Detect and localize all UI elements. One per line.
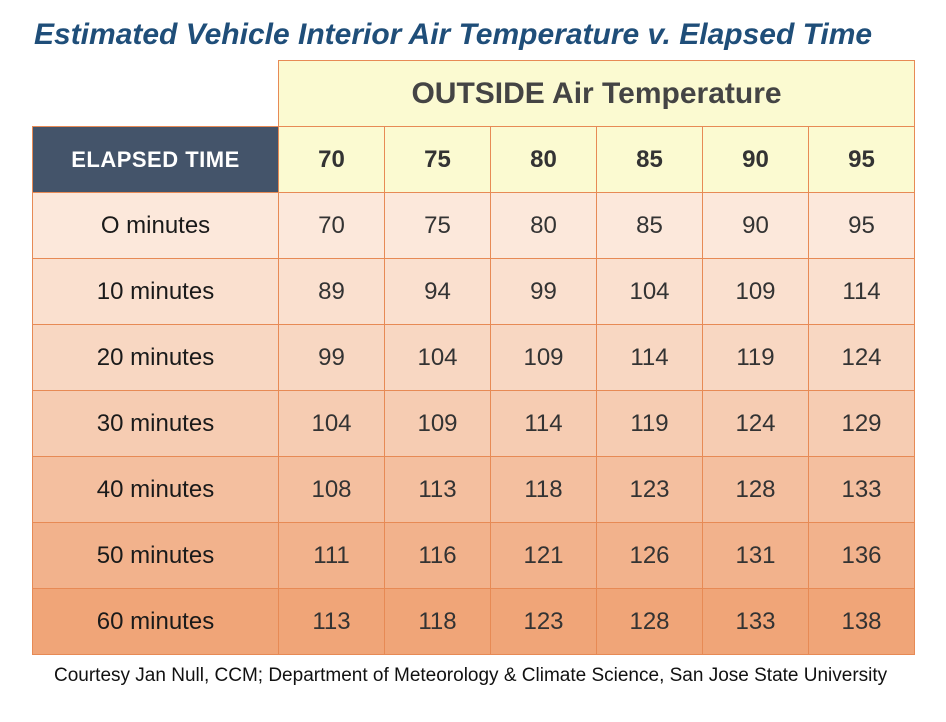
temperature-cell: 121	[491, 523, 597, 589]
temperature-cell: 136	[809, 523, 915, 589]
temperature-cell: 123	[597, 457, 703, 523]
temperature-cell: 114	[809, 259, 915, 325]
table-row: 40 minutes108113118123128133	[33, 457, 915, 523]
temperature-table: OUTSIDE Air Temperature ELAPSED TIME 707…	[32, 60, 915, 655]
temperature-cell: 128	[597, 589, 703, 655]
temperature-cell: 128	[703, 457, 809, 523]
temperature-cell: 99	[491, 259, 597, 325]
temperature-cell: 119	[703, 325, 809, 391]
table-row: 10 minutes899499104109114	[33, 259, 915, 325]
temperature-cell: 104	[385, 325, 491, 391]
temperature-cell: 94	[385, 259, 491, 325]
table-row: 60 minutes113118123128133138	[33, 589, 915, 655]
column-header-temp: 80	[491, 127, 597, 193]
column-header-temp: 85	[597, 127, 703, 193]
temperature-cell: 131	[703, 523, 809, 589]
temperature-cell: 124	[703, 391, 809, 457]
temperature-cell: 85	[597, 193, 703, 259]
temperature-cell: 114	[491, 391, 597, 457]
temperature-cell: 114	[597, 325, 703, 391]
row-label: 50 minutes	[33, 523, 279, 589]
temperature-cell: 95	[809, 193, 915, 259]
temperature-cell: 109	[491, 325, 597, 391]
temperature-cell: 126	[597, 523, 703, 589]
table-row: O minutes707580859095	[33, 193, 915, 259]
table-row: 50 minutes111116121126131136	[33, 523, 915, 589]
table-row: 30 minutes104109114119124129	[33, 391, 915, 457]
temperature-cell: 75	[385, 193, 491, 259]
temperature-cell: 108	[279, 457, 385, 523]
table-row: 20 minutes99104109114119124	[33, 325, 915, 391]
temperature-cell: 113	[279, 589, 385, 655]
temperature-cell: 111	[279, 523, 385, 589]
column-header-temp: 95	[809, 127, 915, 193]
row-label: 30 minutes	[33, 391, 279, 457]
temperature-cell: 99	[279, 325, 385, 391]
elapsed-time-header: ELAPSED TIME	[33, 127, 279, 193]
temperature-cell: 104	[279, 391, 385, 457]
temperature-cell: 138	[809, 589, 915, 655]
temperature-cell: 119	[597, 391, 703, 457]
attribution-footer: Courtesy Jan Null, CCM; Department of Me…	[54, 665, 914, 687]
temperature-cell: 113	[385, 457, 491, 523]
temperature-cell: 133	[703, 589, 809, 655]
column-header-temp: 70	[279, 127, 385, 193]
temperature-cell: 123	[491, 589, 597, 655]
row-label: 40 minutes	[33, 457, 279, 523]
blank-corner	[33, 61, 279, 127]
temperature-cell: 90	[703, 193, 809, 259]
temperature-cell: 70	[279, 193, 385, 259]
temperature-cell: 118	[491, 457, 597, 523]
temperature-cell: 89	[279, 259, 385, 325]
outside-air-header: OUTSIDE Air Temperature	[279, 61, 915, 127]
temperature-cell: 133	[809, 457, 915, 523]
temperature-cell: 129	[809, 391, 915, 457]
temperature-cell: 80	[491, 193, 597, 259]
row-label: 10 minutes	[33, 259, 279, 325]
temperature-cell: 109	[703, 259, 809, 325]
column-header-temp: 90	[703, 127, 809, 193]
temperature-cell: 116	[385, 523, 491, 589]
temperature-cell: 104	[597, 259, 703, 325]
row-label: 60 minutes	[33, 589, 279, 655]
row-label: O minutes	[33, 193, 279, 259]
row-label: 20 minutes	[33, 325, 279, 391]
temperature-cell: 118	[385, 589, 491, 655]
temperature-cell: 109	[385, 391, 491, 457]
column-header-temp: 75	[385, 127, 491, 193]
page-title: Estimated Vehicle Interior Air Temperatu…	[34, 18, 914, 52]
temperature-cell: 124	[809, 325, 915, 391]
